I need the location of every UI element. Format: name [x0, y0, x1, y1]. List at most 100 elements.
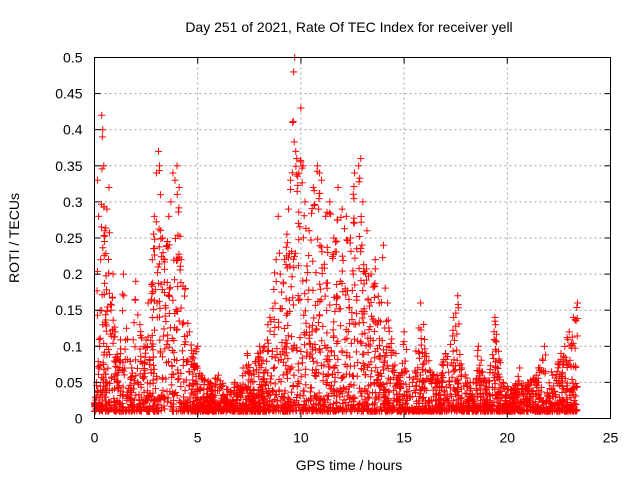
roti-point-dense — [330, 332, 338, 340]
roti-point-dense — [326, 385, 334, 393]
chart-title: Day 251 of 2021, Rate Of TEC Index for r… — [185, 19, 512, 35]
roti-point — [167, 198, 175, 206]
roti-point-dense — [95, 364, 103, 372]
roti-point-dense — [557, 372, 565, 380]
roti-point-dense — [177, 278, 185, 286]
roti-point — [351, 169, 359, 177]
roti-point-dense — [181, 285, 189, 293]
roti-point-dense — [350, 183, 358, 191]
x-tick-label: 15 — [396, 430, 412, 446]
roti-point-dense — [284, 355, 292, 363]
roti-point-dense — [283, 239, 291, 247]
roti-point — [169, 169, 177, 177]
roti-point-dense — [350, 381, 358, 389]
roti-point-dense — [157, 396, 165, 404]
roti-point-dense — [154, 269, 162, 277]
roti-point-dense — [366, 323, 374, 331]
roti-point-dense — [287, 186, 295, 194]
roti-point-dense — [304, 269, 312, 277]
roti-point-dense — [394, 396, 402, 404]
roti-point-dense — [334, 369, 342, 377]
roti-point-dense — [164, 331, 172, 339]
roti-point-dense — [293, 171, 301, 179]
roti-point-dense — [452, 309, 460, 317]
roti-point-dense — [299, 234, 307, 242]
roti-point-dense — [175, 375, 183, 383]
roti-point-dense — [300, 212, 308, 220]
roti-point-dense — [181, 292, 189, 300]
x-tick-label: 25 — [603, 430, 619, 446]
roti-point-dense — [199, 400, 207, 408]
roti-point-dense — [331, 307, 339, 315]
roti-point — [272, 256, 280, 264]
roti-point-dense — [324, 371, 332, 379]
roti-point — [318, 176, 326, 184]
roti-point-dense — [96, 334, 104, 342]
roti-point-dense — [155, 243, 163, 251]
roti-point-dense — [403, 395, 411, 403]
roti-point-dense — [159, 332, 167, 340]
roti-point-dense — [302, 276, 310, 284]
roti-point-dense — [170, 348, 178, 356]
roti-point — [379, 241, 387, 249]
roti-point — [417, 299, 425, 307]
roti-point-dense — [512, 380, 520, 388]
roti-point-dense — [568, 386, 576, 394]
roti-point-dense — [111, 372, 119, 380]
roti-point-dense — [337, 322, 345, 330]
roti-point-dense — [325, 356, 333, 364]
roti-point-dense — [561, 388, 569, 396]
roti-point-dense — [333, 292, 341, 300]
roti-point-dense — [290, 252, 298, 260]
roti-point-dense — [333, 280, 341, 288]
roti-point-dense — [98, 165, 106, 173]
roti-point-dense — [101, 279, 109, 287]
roti-point-dense — [306, 353, 314, 361]
roti-point-dense — [186, 394, 194, 402]
roti-point-dense — [294, 262, 302, 270]
roti-point-dense — [183, 357, 191, 365]
roti-point-dense — [271, 363, 279, 371]
roti-point-dense — [323, 391, 331, 399]
roti-point-dense — [338, 252, 346, 260]
roti-point-dense — [263, 336, 271, 344]
roti-point-dense — [492, 321, 500, 329]
roti-point-dense — [119, 290, 127, 298]
roti-point-dense — [94, 370, 102, 378]
roti-point-dense — [314, 297, 322, 305]
roti-point-dense — [446, 340, 454, 348]
roti-point-dense — [413, 382, 421, 390]
roti-point-dense — [381, 353, 389, 361]
roti-point-dense — [380, 366, 388, 374]
roti-point-dense — [165, 343, 173, 351]
roti-point-dense — [343, 236, 351, 244]
roti-point-dense — [179, 362, 187, 370]
roti-point-dense — [377, 298, 385, 306]
roti-point-dense — [438, 360, 446, 368]
roti-point-dense — [312, 269, 320, 277]
roti-point-dense — [421, 335, 429, 343]
x-tick-label: 20 — [500, 430, 516, 446]
roti-point — [154, 147, 162, 155]
roti-point-dense — [421, 345, 429, 353]
roti-point-dense — [163, 237, 171, 245]
roti-point-dense — [474, 346, 482, 354]
roti-point-dense — [345, 295, 353, 303]
roti-point — [355, 162, 363, 170]
roti-point-dense — [236, 392, 244, 400]
roti-point-dense — [438, 372, 446, 380]
roti-point — [384, 299, 392, 307]
roti-point-dense — [495, 370, 503, 378]
y-tick-label: 0.5 — [63, 50, 83, 66]
roti-point-dense — [329, 370, 337, 378]
roti-point-dense — [566, 356, 574, 364]
roti-point-dense — [573, 383, 581, 391]
roti-point-dense — [134, 311, 142, 319]
roti-point-dense — [302, 319, 310, 327]
roti-point-dense — [161, 345, 169, 353]
roti-point-dense — [108, 294, 116, 302]
roti-point-dense — [292, 162, 300, 170]
roti-point — [287, 176, 295, 184]
roti-point-dense — [338, 348, 346, 356]
roti-point-dense — [343, 392, 351, 400]
